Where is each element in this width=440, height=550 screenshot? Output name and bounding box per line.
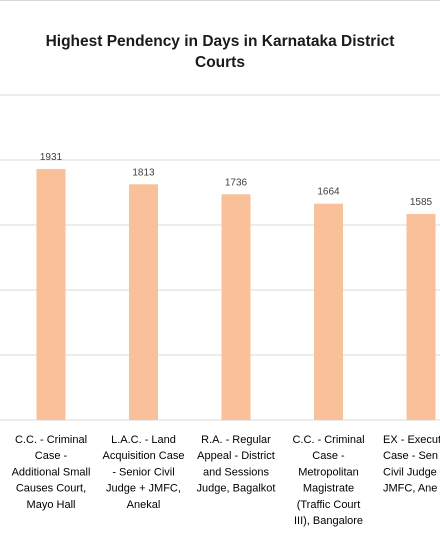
- chart-title-line-1: Highest Pendency in Days in Karnataka Di…: [45, 33, 395, 50]
- category-label-4-line-2: Case -: [312, 450, 345, 462]
- category-label-1-line-4: Causes Court,: [16, 483, 86, 495]
- gridlines: [0, 94, 440, 421]
- data-label-2: 1813: [132, 167, 155, 178]
- category-label-3-line-2: Appeal - District: [197, 450, 275, 462]
- category-label-3-line-1: R.A. - Regular: [201, 434, 271, 446]
- category-label-3-line-3: and Sessions: [203, 466, 270, 478]
- category-label-4-line-1: C.C. - Criminal: [292, 434, 364, 446]
- category-label-2-line-4: Judge + JMFC,: [106, 483, 181, 495]
- category-label-2-line-1: L.A.C. - Land: [111, 434, 176, 446]
- category-label-4-line-5: (Traffic Court: [297, 499, 361, 511]
- data-labels: 1931 1813 1736 1664 1585: [40, 152, 433, 208]
- chart-title-line-2: Courts: [195, 54, 245, 71]
- bar-1: [36, 168, 66, 420]
- category-label-4-line-3: Metropolitan: [298, 466, 359, 478]
- data-label-5: 1585: [410, 197, 433, 208]
- category-label-5-line-4: JMFC, Ane: [383, 483, 437, 495]
- bar-3: [221, 194, 251, 420]
- data-label-3: 1736: [225, 177, 248, 188]
- bars: [36, 168, 436, 420]
- category-label-4-line-4: Magistrate: [303, 483, 354, 495]
- category-label-3-line-4: Judge, Bagalkot: [197, 483, 276, 495]
- category-label-2-line-5: Anekal: [127, 499, 161, 511]
- category-labels: C.C. - Criminal Case - Additional Small Cau…: [12, 434, 440, 527]
- category-label-5-line-3: Civil Judge: [383, 466, 437, 478]
- bar-5: [406, 213, 436, 420]
- category-label-2-line-3: - Senior Civil: [112, 466, 174, 478]
- bar-4: [314, 203, 343, 420]
- data-label-4: 1664: [317, 187, 340, 198]
- category-label-1-line-5: Mayo Hall: [27, 499, 76, 511]
- category-label-1-line-2: Case -: [35, 450, 68, 462]
- category-label-1-line-3: Additional Small: [12, 466, 91, 478]
- data-label-1: 1931: [40, 152, 63, 163]
- category-label-5-line-2: Case - Sen: [383, 450, 438, 462]
- chart-title: Highest Pendency in Days in Karnataka Di…: [0, 31, 440, 73]
- category-label-2-line-2: Acquisition Case: [103, 450, 185, 462]
- category-label-4-line-6: III), Bangalore: [294, 515, 363, 527]
- bar-2: [129, 184, 158, 420]
- category-label-5-line-1: EX - Executi: [383, 434, 440, 446]
- category-label-1-line-1: C.C. - Criminal: [15, 434, 87, 446]
